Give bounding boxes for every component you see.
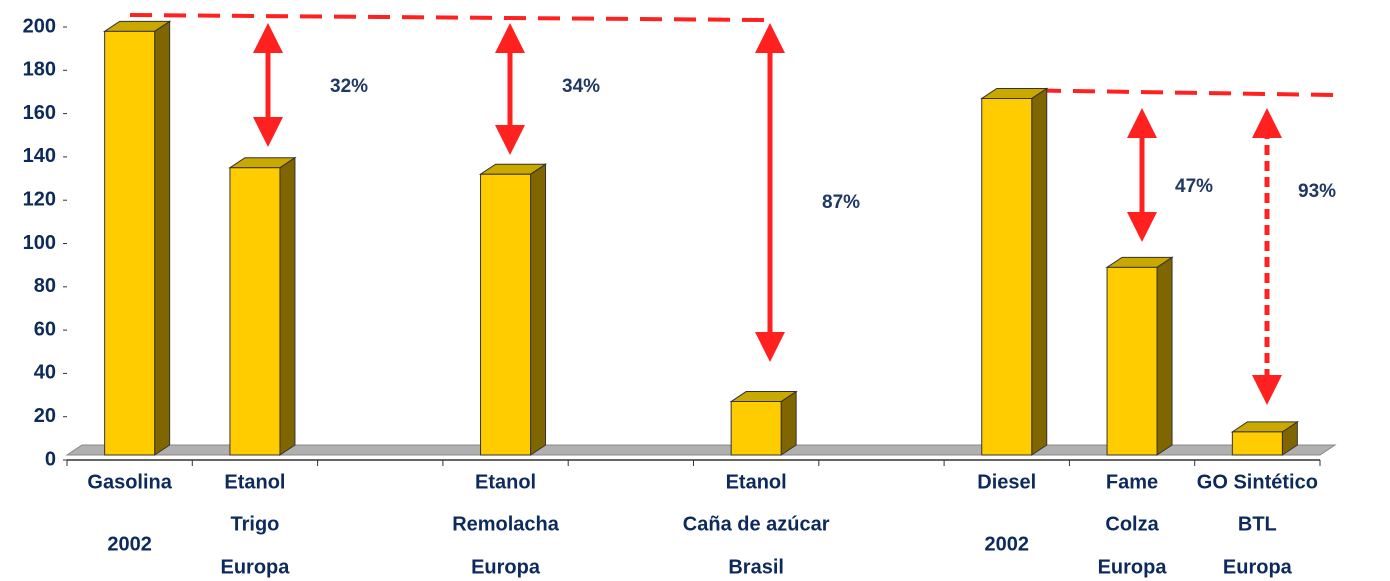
x-tick-label: Caña de azúcar — [683, 513, 830, 535]
x-tick-label: Etanol — [475, 471, 536, 493]
y-tick-label: 40 — [34, 362, 56, 384]
x-tick-label: 2002 — [985, 533, 1030, 555]
bar — [1230, 420, 1300, 456]
x-tick-label: Europa — [1098, 556, 1168, 578]
bar-side — [279, 156, 296, 456]
y-tick-label: 180 — [23, 59, 56, 81]
bar-front — [981, 97, 1033, 456]
x-tick-label: Fame — [1106, 471, 1158, 493]
bar-side — [530, 163, 547, 456]
x-tick-label: Etanol — [224, 471, 285, 493]
bar — [1105, 256, 1174, 456]
bar — [228, 156, 297, 456]
annotation: 87% — [822, 192, 860, 213]
bar-front — [730, 401, 782, 456]
y-tick-label: 160 — [23, 102, 56, 124]
bar-side — [780, 390, 797, 456]
y-tick-label: 0 — [45, 448, 56, 470]
reference-line — [1004, 88, 1336, 97]
bar-side — [1031, 87, 1048, 456]
bar-side — [1156, 256, 1173, 456]
annotation: 47% — [1175, 176, 1213, 197]
x-tick-label: BTL — [1238, 513, 1277, 535]
bar — [980, 87, 1049, 456]
bar-front — [1231, 431, 1283, 456]
x-tick-label: Diesel — [977, 471, 1036, 493]
x-tick-label: Europa — [471, 556, 541, 578]
bar — [102, 20, 172, 456]
x-tick-label: Trigo — [231, 513, 280, 535]
bar-front — [229, 167, 281, 456]
x-tick-label: Colza — [1105, 513, 1159, 535]
y-tick-label: 100 — [23, 232, 56, 254]
x-tick-label: Brasil — [728, 556, 784, 578]
x-tick-label: Europa — [220, 556, 290, 578]
bar — [729, 390, 798, 456]
annotation: 32% — [330, 76, 368, 97]
annotation: 34% — [562, 76, 600, 97]
bar-front — [1106, 266, 1158, 456]
bar-front — [480, 173, 532, 456]
x-tick-label: Gasolina — [87, 471, 172, 493]
reference-line — [129, 13, 766, 22]
annotation: 93% — [1298, 181, 1336, 202]
x-tick-label: Remolacha — [452, 513, 560, 535]
x-tick-label: Etanol — [726, 471, 787, 493]
x-tick-label: GO Sintético — [1197, 471, 1318, 493]
y-tick-label: 80 — [34, 275, 56, 297]
y-tick-label: 60 — [34, 318, 56, 340]
y-tick-label: 20 — [34, 405, 56, 427]
y-tick-label: 140 — [23, 145, 56, 167]
y-tick-label: 200 — [23, 15, 56, 37]
x-tick-label: Europa — [1223, 556, 1293, 578]
x-tick-label: 2002 — [107, 533, 152, 555]
bar-side — [154, 20, 171, 456]
bar-front — [104, 30, 156, 456]
bar — [478, 163, 548, 456]
y-tick-label: 120 — [23, 188, 56, 210]
